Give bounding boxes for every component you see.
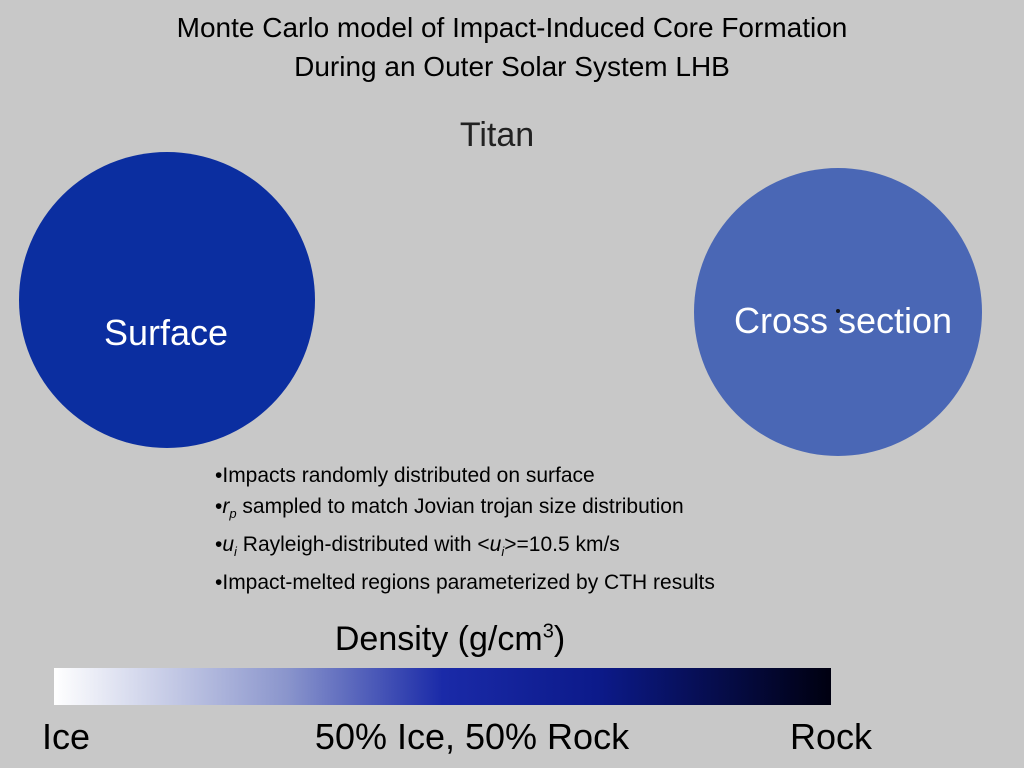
text-run: u: [489, 533, 502, 557]
text-run: u: [222, 533, 235, 557]
text-run: sampled to match Jovian trojan size dist…: [236, 495, 684, 518]
text-run: 3: [542, 620, 554, 643]
bullet: •rp sampled to match Jovian trojan size …: [215, 491, 815, 529]
text-run: Impacts randomly distributed on surface: [222, 464, 595, 487]
colorbar-label: Rock: [789, 716, 873, 757]
text-run: i: [234, 544, 237, 560]
surface-globe: [19, 152, 315, 448]
title-line: Monte Carlo model of Impact-Induced Core…: [176, 12, 848, 43]
title-line: During an Outer Solar System LHB: [294, 51, 730, 82]
globe-label: Cross section: [733, 300, 953, 341]
bullet: •Impacts randomly distributed on surface: [215, 460, 815, 491]
bullet: •ui Rayleigh-distributed with <ui>=10.5 …: [215, 529, 815, 567]
globe-label: Surface: [103, 312, 229, 353]
bullet: •Impact-melted regions parameterized by …: [215, 567, 815, 598]
text-run: ): [553, 620, 566, 658]
core-dot: [836, 309, 840, 313]
colorbar-label: 50% Ice, 50% Rock: [314, 716, 630, 757]
text-run: •: [215, 533, 223, 557]
text-run: •: [215, 571, 223, 595]
text-run: •: [215, 464, 223, 487]
slide-title: Monte Carlo model of Impact-Induced Core…: [0, 8, 1024, 86]
colorbar-title: Density (g/cm3): [0, 620, 900, 659]
text-run: Density (g/cm: [334, 620, 543, 658]
text-run: >=10.5 km/s: [504, 533, 620, 557]
text-run: Rayleigh-distributed with <: [236, 533, 490, 557]
colorbar-label: Ice: [42, 716, 91, 757]
colorbar: [54, 668, 831, 705]
text-run: •: [215, 495, 223, 518]
text-run: p: [229, 506, 237, 522]
text-run: Impact-melted regions parameterized by C…: [222, 571, 715, 595]
text-run: i: [501, 544, 505, 560]
subtitle: Titan: [459, 116, 535, 154]
bullet-list: •Impacts randomly distributed on surface…: [215, 460, 815, 598]
text-run: r: [222, 495, 230, 518]
